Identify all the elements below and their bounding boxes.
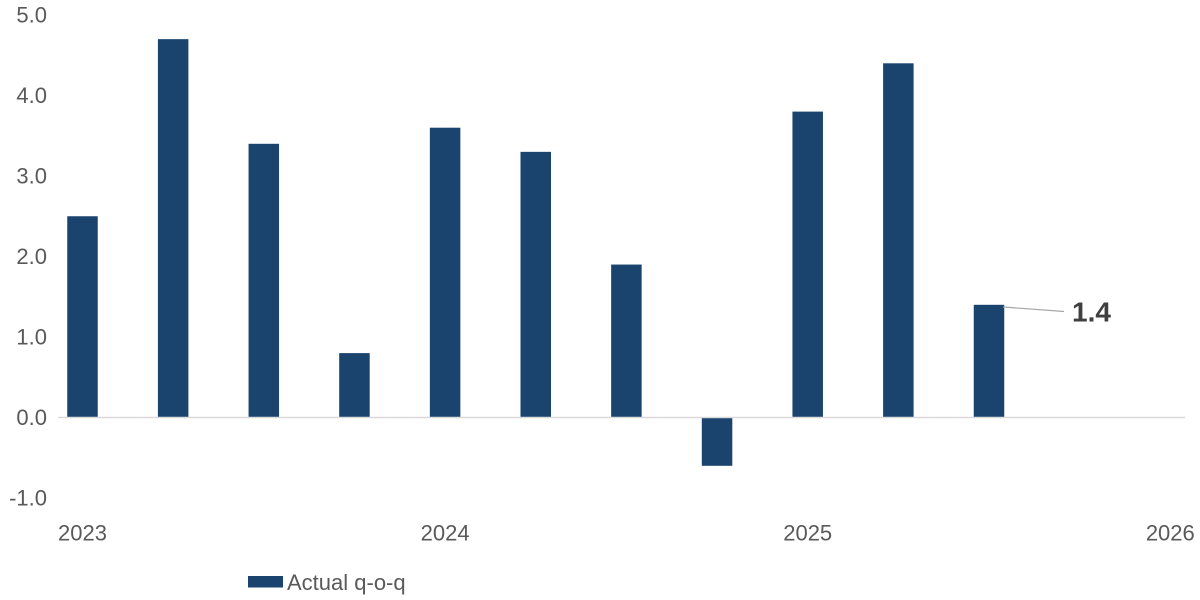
bar-2023-q3 (248, 143, 280, 418)
bar-2024-q3 (611, 264, 642, 418)
legend-swatch (248, 576, 283, 588)
y-tick-label-2.0: 2.0 (16, 244, 47, 269)
x-tick-label-2025: 2025 (783, 521, 832, 546)
y-axis-tick-labels: 5.0 4.0 3.0 2.0 1.0 0.0 -1.0 (9, 3, 47, 511)
x-tick-label-2026: 2026 (1146, 521, 1195, 546)
y-tick-label-5.0: 5.0 (16, 3, 47, 28)
legend: Actual q-o-q (248, 570, 406, 595)
bar-2023-q4 (339, 353, 370, 418)
bar-2023-q1 (67, 216, 98, 418)
bars-group (67, 39, 1005, 466)
y-tick-label-0.0: 0.0 (16, 405, 47, 430)
y-tick-label-4.0: 4.0 (16, 83, 47, 108)
y-tick-label-1.0: 1.0 (16, 325, 47, 350)
x-tick-label-2023: 2023 (58, 521, 107, 546)
y-tick-label--1.0: -1.0 (9, 486, 47, 511)
bar-2024-q4 (701, 417, 733, 466)
legend-label: Actual q-o-q (287, 570, 406, 595)
bar-2024-q1 (429, 127, 461, 418)
bar-2025-q1 (792, 111, 823, 418)
bar-2023-q2 (157, 39, 189, 418)
x-axis-tick-labels: 2023 2024 2025 2026 (58, 521, 1195, 546)
bar-2025-q2 (883, 63, 914, 418)
bar-2025-q3 (973, 304, 1005, 418)
data-label-annotation: 1.4 (1072, 297, 1111, 328)
y-tick-label-3.0: 3.0 (16, 164, 47, 189)
annotation-leader-line (1002, 306, 1065, 313)
bar-2024-q2 (520, 151, 551, 418)
x-tick-label-2024: 2024 (421, 521, 470, 546)
